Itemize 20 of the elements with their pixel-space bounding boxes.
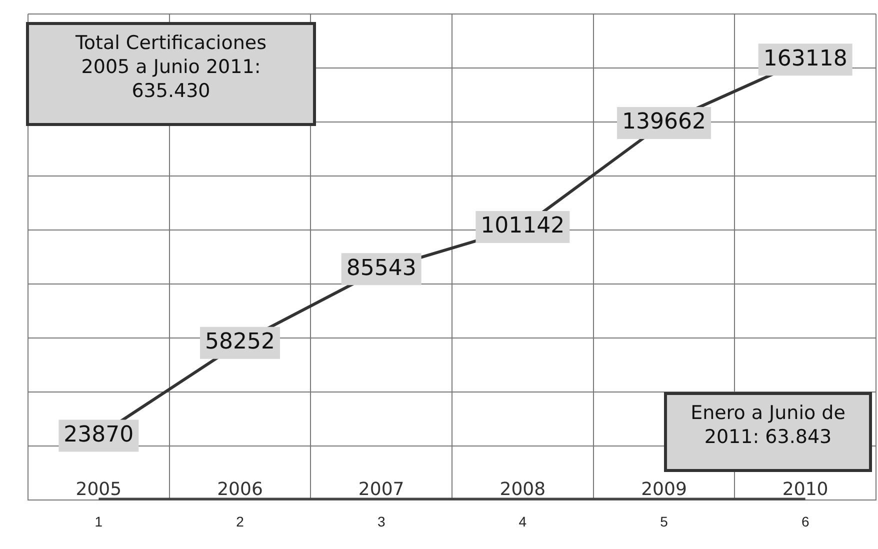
- data-label: 139662: [622, 110, 706, 135]
- annotation: 2006: [217, 478, 263, 500]
- data-label: 23870: [64, 422, 134, 448]
- x-tick-label: 2: [236, 513, 244, 530]
- note-box: Total Certificaciones 2005 a Junio 2011: 635.430: [26, 22, 316, 126]
- annotation: 2007: [358, 478, 404, 500]
- x-tick-label: 4: [518, 513, 527, 530]
- data-label: 163118: [763, 46, 848, 72]
- annotation: 2009: [641, 478, 687, 500]
- annotation: 2008: [500, 478, 546, 500]
- x-tick-label: 3: [377, 513, 386, 530]
- annotation: 2010: [782, 478, 828, 500]
- note-box: Enero a Junio de 2011: 63.843: [664, 392, 872, 472]
- data-label: 101142: [480, 214, 565, 239]
- data-label: 85543: [346, 256, 416, 281]
- x-tick-label: 5: [660, 513, 668, 530]
- data-label: 58252: [205, 330, 275, 355]
- x-tick-label: 1: [94, 513, 103, 530]
- annotation: 2005: [76, 478, 122, 500]
- x-tick-label: 6: [801, 513, 810, 530]
